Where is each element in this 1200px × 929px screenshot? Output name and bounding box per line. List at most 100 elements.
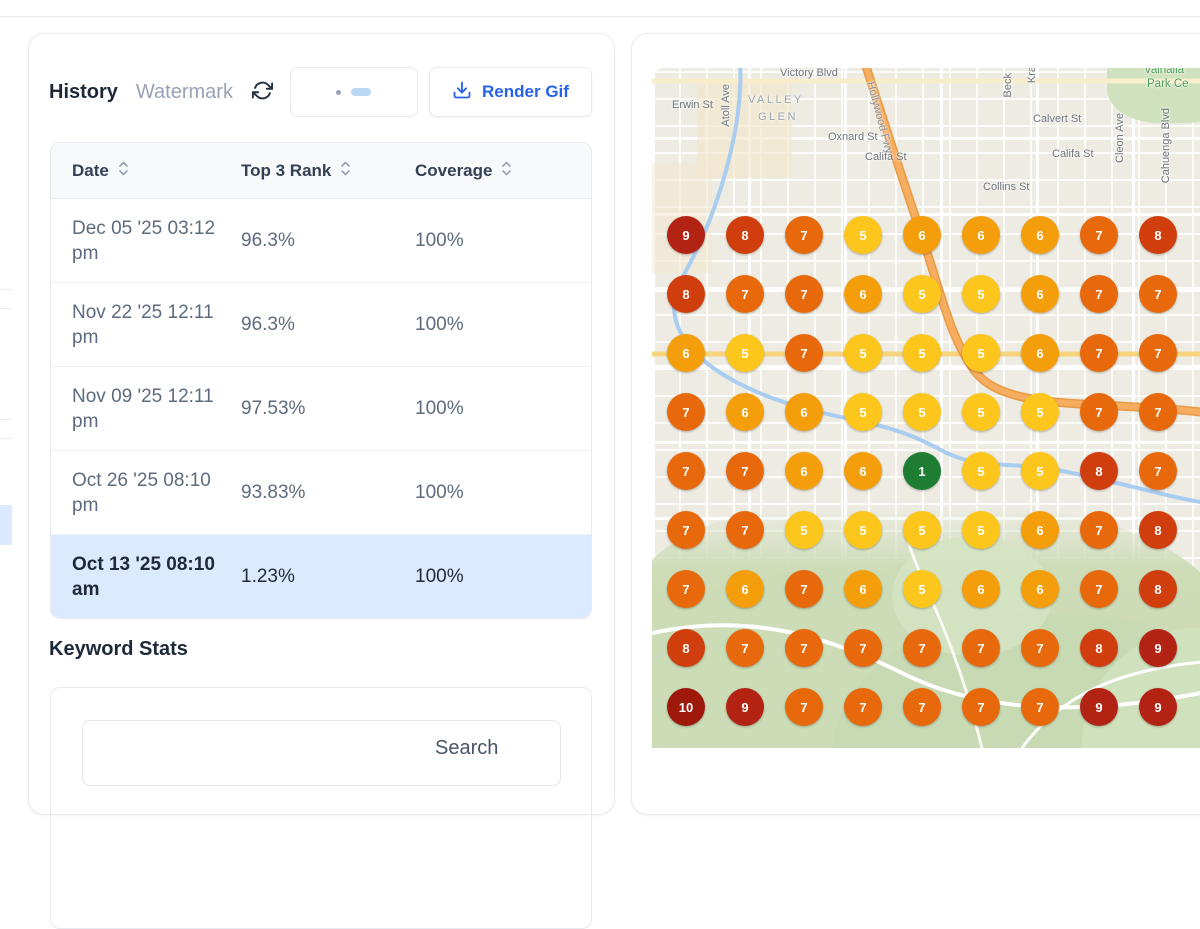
table-row[interactable]: Nov 22 '25 12:11 pm 96.3% 100% xyxy=(51,282,591,366)
rank-marker[interactable]: 7 xyxy=(726,275,764,313)
rank-marker[interactable]: 9 xyxy=(1080,688,1118,726)
rank-marker[interactable]: 5 xyxy=(903,511,941,549)
watermark-toggle[interactable] xyxy=(289,67,418,117)
search-input[interactable]: Search xyxy=(82,720,561,786)
sort-chevrons-icon xyxy=(501,160,512,182)
rank-marker[interactable]: 5 xyxy=(962,511,1000,549)
rank-marker[interactable]: 6 xyxy=(962,570,1000,608)
rank-marker[interactable]: 8 xyxy=(726,216,764,254)
rank-marker[interactable]: 7 xyxy=(1021,688,1059,726)
column-header-top3[interactable]: Top 3 Rank xyxy=(220,160,394,182)
rank-marker[interactable]: 6 xyxy=(903,216,941,254)
rank-marker[interactable]: 5 xyxy=(962,275,1000,313)
rank-marker[interactable]: 9 xyxy=(667,216,705,254)
render-gif-button[interactable]: Render Gif xyxy=(428,67,592,117)
rank-marker[interactable]: 7 xyxy=(1080,275,1118,313)
rank-marker[interactable]: 6 xyxy=(1021,334,1059,372)
rank-marker[interactable]: 5 xyxy=(1021,393,1059,431)
rank-marker[interactable]: 5 xyxy=(844,511,882,549)
refresh-button[interactable] xyxy=(251,80,275,104)
rank-marker[interactable]: 7 xyxy=(1021,629,1059,667)
rank-marker[interactable]: 7 xyxy=(726,511,764,549)
rank-marker[interactable]: 5 xyxy=(726,334,764,372)
rank-marker[interactable]: 9 xyxy=(1139,688,1177,726)
rank-marker[interactable]: 8 xyxy=(1139,570,1177,608)
rank-marker[interactable]: 7 xyxy=(667,511,705,549)
rank-marker[interactable]: 7 xyxy=(1080,511,1118,549)
rank-marker[interactable]: 6 xyxy=(962,216,1000,254)
table-row[interactable]: Oct 26 '25 08:10 pm 93.83% 100% xyxy=(51,450,591,534)
cell-top3: 1.23% xyxy=(241,566,295,587)
refresh-icon xyxy=(252,80,274,104)
rank-marker[interactable]: 7 xyxy=(1139,275,1177,313)
watermark-label: Watermark xyxy=(135,80,233,103)
rank-marker[interactable]: 6 xyxy=(1021,570,1059,608)
rank-marker[interactable]: 7 xyxy=(667,452,705,490)
rank-marker[interactable]: 8 xyxy=(1080,629,1118,667)
rank-marker[interactable]: 6 xyxy=(844,275,882,313)
rank-marker[interactable]: 7 xyxy=(785,275,823,313)
rank-marker[interactable]: 5 xyxy=(844,393,882,431)
rank-marker[interactable]: 7 xyxy=(1080,393,1118,431)
rank-marker[interactable]: 7 xyxy=(844,629,882,667)
rank-marker[interactable]: 7 xyxy=(785,629,823,667)
rank-marker[interactable]: 7 xyxy=(726,452,764,490)
rank-marker[interactable]: 6 xyxy=(1021,275,1059,313)
rank-marker[interactable]: 7 xyxy=(903,629,941,667)
rank-marker[interactable]: 10 xyxy=(667,688,705,726)
rank-marker[interactable]: 8 xyxy=(667,275,705,313)
table-row[interactable]: Oct 13 '25 08:10 am 1.23% 100% xyxy=(51,534,591,618)
rank-marker[interactable]: 7 xyxy=(785,334,823,372)
rank-marker[interactable]: 8 xyxy=(1139,216,1177,254)
rank-marker[interactable]: 7 xyxy=(962,629,1000,667)
rank-marker[interactable]: 7 xyxy=(844,688,882,726)
table-row[interactable]: Nov 09 '25 12:11 pm 97.53% 100% xyxy=(51,366,591,450)
column-header-date[interactable]: Date xyxy=(51,160,220,182)
rank-marker[interactable]: 7 xyxy=(667,393,705,431)
rank-marker[interactable]: 7 xyxy=(726,629,764,667)
rank-marker[interactable]: 8 xyxy=(667,629,705,667)
rank-marker[interactable]: 6 xyxy=(1021,216,1059,254)
rank-marker[interactable]: 5 xyxy=(903,570,941,608)
rank-marker[interactable]: 6 xyxy=(726,570,764,608)
rank-marker[interactable]: 5 xyxy=(844,334,882,372)
rank-marker[interactable]: 7 xyxy=(785,570,823,608)
rank-marker[interactable]: 5 xyxy=(903,393,941,431)
rank-marker[interactable]: 7 xyxy=(903,688,941,726)
rank-marker[interactable]: 8 xyxy=(1139,511,1177,549)
rank-marker[interactable]: 9 xyxy=(726,688,764,726)
rank-marker[interactable]: 6 xyxy=(1021,511,1059,549)
rank-marker[interactable]: 5 xyxy=(844,216,882,254)
cell-top3: 97.53% xyxy=(241,398,306,419)
map[interactable]: Victory Blvd Erwin St Atoll Ave VALLEY GLEN O… xyxy=(652,68,1200,748)
rank-marker[interactable]: 5 xyxy=(903,334,941,372)
rank-marker[interactable]: 7 xyxy=(1139,334,1177,372)
rank-marker[interactable]: 8 xyxy=(1080,452,1118,490)
rank-marker[interactable]: 5 xyxy=(785,511,823,549)
rank-marker[interactable]: 7 xyxy=(962,688,1000,726)
rank-marker[interactable]: 6 xyxy=(785,393,823,431)
rank-marker[interactable]: 7 xyxy=(667,570,705,608)
rank-marker[interactable]: 7 xyxy=(1080,334,1118,372)
toggle-switch-icon xyxy=(351,88,372,96)
rank-marker[interactable]: 5 xyxy=(962,393,1000,431)
rank-marker[interactable]: 7 xyxy=(1139,393,1177,431)
rank-marker[interactable]: 6 xyxy=(785,452,823,490)
rank-marker[interactable]: 6 xyxy=(667,334,705,372)
rank-marker[interactable]: 5 xyxy=(962,334,1000,372)
column-header-coverage[interactable]: Coverage xyxy=(394,160,591,182)
rank-marker[interactable]: 9 xyxy=(1139,629,1177,667)
rank-marker[interactable]: 7 xyxy=(1080,570,1118,608)
rank-marker[interactable]: 6 xyxy=(844,452,882,490)
rank-marker[interactable]: 1 xyxy=(903,452,941,490)
rank-marker[interactable]: 7 xyxy=(1139,452,1177,490)
rank-marker[interactable]: 7 xyxy=(785,216,823,254)
rank-marker[interactable]: 6 xyxy=(726,393,764,431)
rank-marker[interactable]: 7 xyxy=(1080,216,1118,254)
table-row[interactable]: Dec 05 '25 03:12 pm 96.3% 100% xyxy=(51,199,591,282)
rank-marker[interactable]: 5 xyxy=(903,275,941,313)
rank-marker[interactable]: 7 xyxy=(785,688,823,726)
rank-marker[interactable]: 5 xyxy=(1021,452,1059,490)
rank-marker[interactable]: 6 xyxy=(844,570,882,608)
rank-marker[interactable]: 5 xyxy=(962,452,1000,490)
